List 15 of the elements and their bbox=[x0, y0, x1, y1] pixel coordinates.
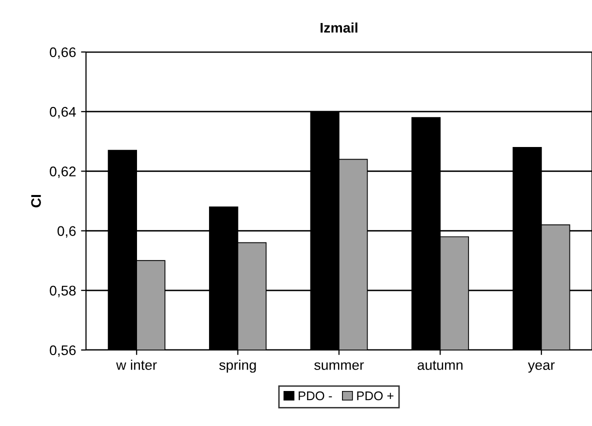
chart-title: Izmail bbox=[320, 22, 358, 33]
y-tick-label: 0,6 bbox=[58, 226, 76, 238]
y-axis-title: CI bbox=[31, 194, 41, 208]
y-tick-label: 0,66 bbox=[50, 47, 76, 59]
x-tick-label: spring bbox=[219, 360, 256, 373]
y-tick-label: 0,64 bbox=[50, 106, 76, 118]
x-tick-label: autumn bbox=[418, 360, 462, 370]
x-tick-label: summer bbox=[314, 362, 364, 370]
x-tick-label: year bbox=[528, 362, 555, 373]
x-tick-label: w inter bbox=[116, 360, 157, 370]
legend-label: PDO - bbox=[298, 391, 332, 400]
y-tick-label: 0,56 bbox=[50, 345, 76, 357]
y-tick-label: 0,58 bbox=[50, 286, 76, 298]
legend-label: PDO + bbox=[357, 391, 394, 400]
y-tick-label: 0,62 bbox=[50, 166, 76, 178]
